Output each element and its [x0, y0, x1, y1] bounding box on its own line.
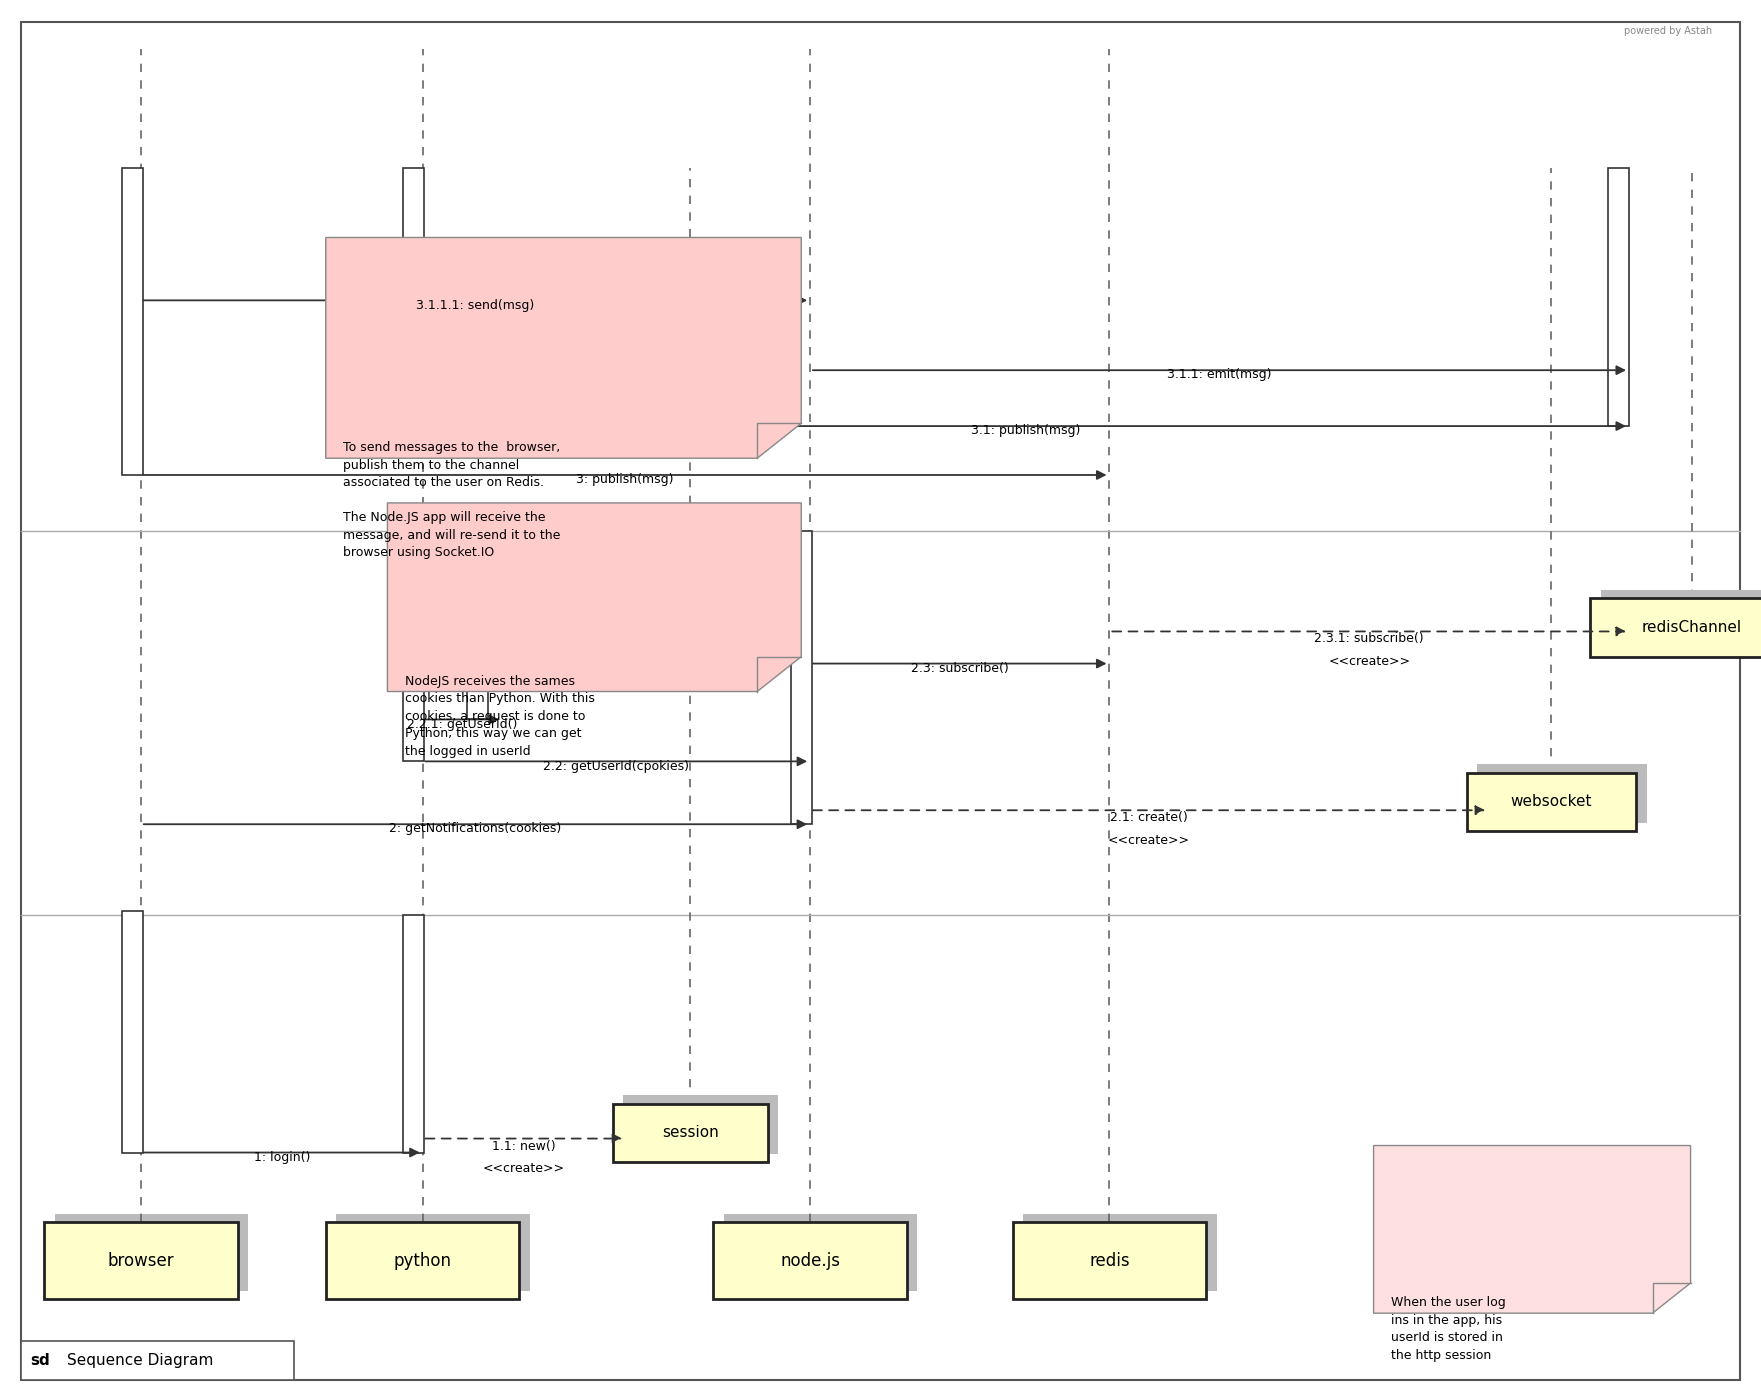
- Text: <<create>>: <<create>>: [1328, 655, 1411, 668]
- Text: <<create>>: <<create>>: [1108, 834, 1190, 847]
- FancyBboxPatch shape: [1013, 1222, 1206, 1299]
- FancyBboxPatch shape: [403, 168, 424, 426]
- Polygon shape: [1374, 1146, 1691, 1313]
- Polygon shape: [326, 237, 801, 458]
- Text: sd: sd: [30, 1354, 49, 1368]
- Text: Sequence Diagram: Sequence Diagram: [67, 1354, 213, 1368]
- Text: redisChannel: redisChannel: [1641, 620, 1742, 634]
- Text: websocket: websocket: [1511, 795, 1592, 809]
- FancyBboxPatch shape: [791, 531, 812, 824]
- Text: 3.1.1.1: send(msg): 3.1.1.1: send(msg): [416, 299, 535, 312]
- FancyBboxPatch shape: [21, 22, 1740, 1380]
- Text: 2.3.1: subscribe(): 2.3.1: subscribe(): [1314, 633, 1425, 645]
- FancyBboxPatch shape: [403, 531, 424, 761]
- FancyBboxPatch shape: [336, 1214, 530, 1291]
- FancyBboxPatch shape: [326, 1222, 519, 1299]
- FancyBboxPatch shape: [55, 1214, 248, 1291]
- Text: NodeJS receives the sames
cookies than Python. With this
cookies, a request is d: NodeJS receives the sames cookies than P…: [405, 675, 595, 757]
- FancyBboxPatch shape: [613, 1104, 768, 1162]
- FancyBboxPatch shape: [21, 1341, 294, 1380]
- FancyBboxPatch shape: [122, 168, 143, 475]
- Text: 2: getNotifications(cookies): 2: getNotifications(cookies): [389, 823, 562, 835]
- FancyBboxPatch shape: [44, 1222, 238, 1299]
- FancyBboxPatch shape: [1023, 1214, 1217, 1291]
- Text: 1: login(): 1: login(): [254, 1151, 310, 1164]
- Text: 3.1.1: emit(msg): 3.1.1: emit(msg): [1168, 369, 1271, 381]
- Text: 3.1: publish(msg): 3.1: publish(msg): [970, 425, 1081, 437]
- FancyBboxPatch shape: [623, 1095, 778, 1154]
- FancyBboxPatch shape: [724, 1214, 917, 1291]
- FancyBboxPatch shape: [122, 911, 143, 1153]
- FancyBboxPatch shape: [1467, 773, 1636, 831]
- FancyBboxPatch shape: [403, 915, 424, 1153]
- Text: When the user log
ins in the app, his
userId is stored in
the http session: When the user log ins in the app, his us…: [1391, 1296, 1506, 1362]
- FancyBboxPatch shape: [467, 664, 488, 719]
- Text: 3: publish(msg): 3: publish(msg): [576, 474, 674, 486]
- FancyBboxPatch shape: [1608, 168, 1629, 426]
- Text: node.js: node.js: [780, 1252, 840, 1270]
- Text: 2.2: getUserId(cpokies): 2.2: getUserId(cpokies): [544, 760, 689, 773]
- Text: session: session: [662, 1126, 718, 1140]
- Text: browser: browser: [107, 1252, 174, 1270]
- Text: redis: redis: [1088, 1252, 1131, 1270]
- Polygon shape: [387, 503, 801, 692]
- FancyBboxPatch shape: [713, 1222, 907, 1299]
- FancyBboxPatch shape: [1590, 598, 1761, 657]
- Text: 1.1: new(): 1.1: new(): [491, 1140, 556, 1153]
- Text: To send messages to the  browser,
publish them to the channel
associated to the : To send messages to the browser, publish…: [343, 441, 560, 559]
- Text: 2.1: create(): 2.1: create(): [1109, 812, 1189, 824]
- Text: 2.3: subscribe(): 2.3: subscribe(): [910, 662, 1009, 675]
- Text: powered by Astah: powered by Astah: [1624, 27, 1712, 36]
- Text: 2.2.1: getUserId(): 2.2.1: getUserId(): [407, 718, 518, 731]
- FancyBboxPatch shape: [1477, 764, 1647, 823]
- Text: <<create>>: <<create>>: [483, 1162, 565, 1175]
- Text: python: python: [394, 1252, 451, 1270]
- FancyBboxPatch shape: [1601, 590, 1761, 648]
